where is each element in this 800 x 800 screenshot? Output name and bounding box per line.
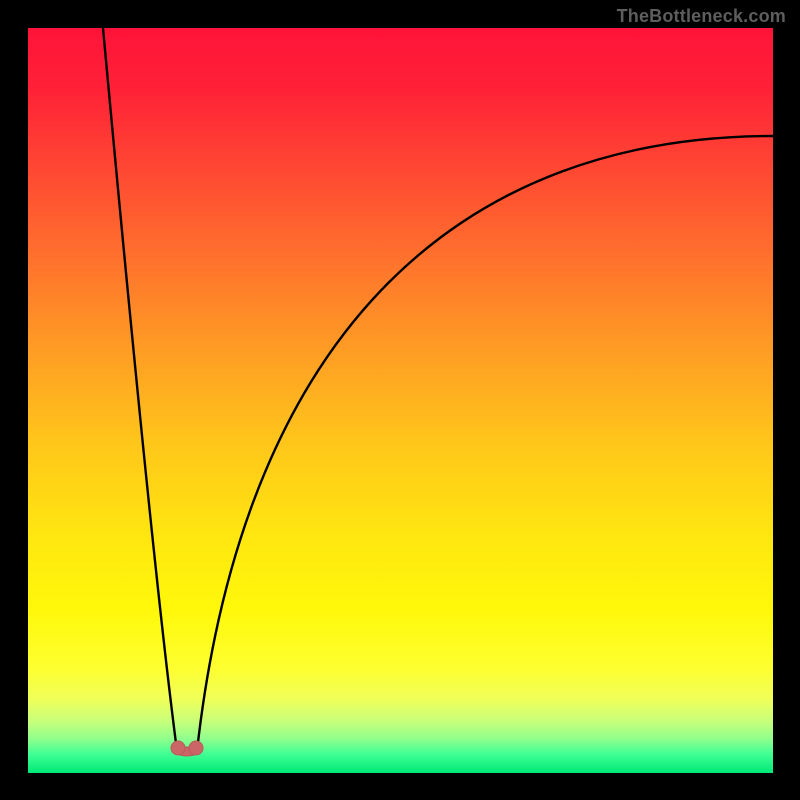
watermark-text: TheBottleneck.com [617,6,786,27]
bottleneck-chart: TheBottleneck.com [0,0,800,800]
chart-svg [0,0,800,800]
chart-background [28,28,773,773]
